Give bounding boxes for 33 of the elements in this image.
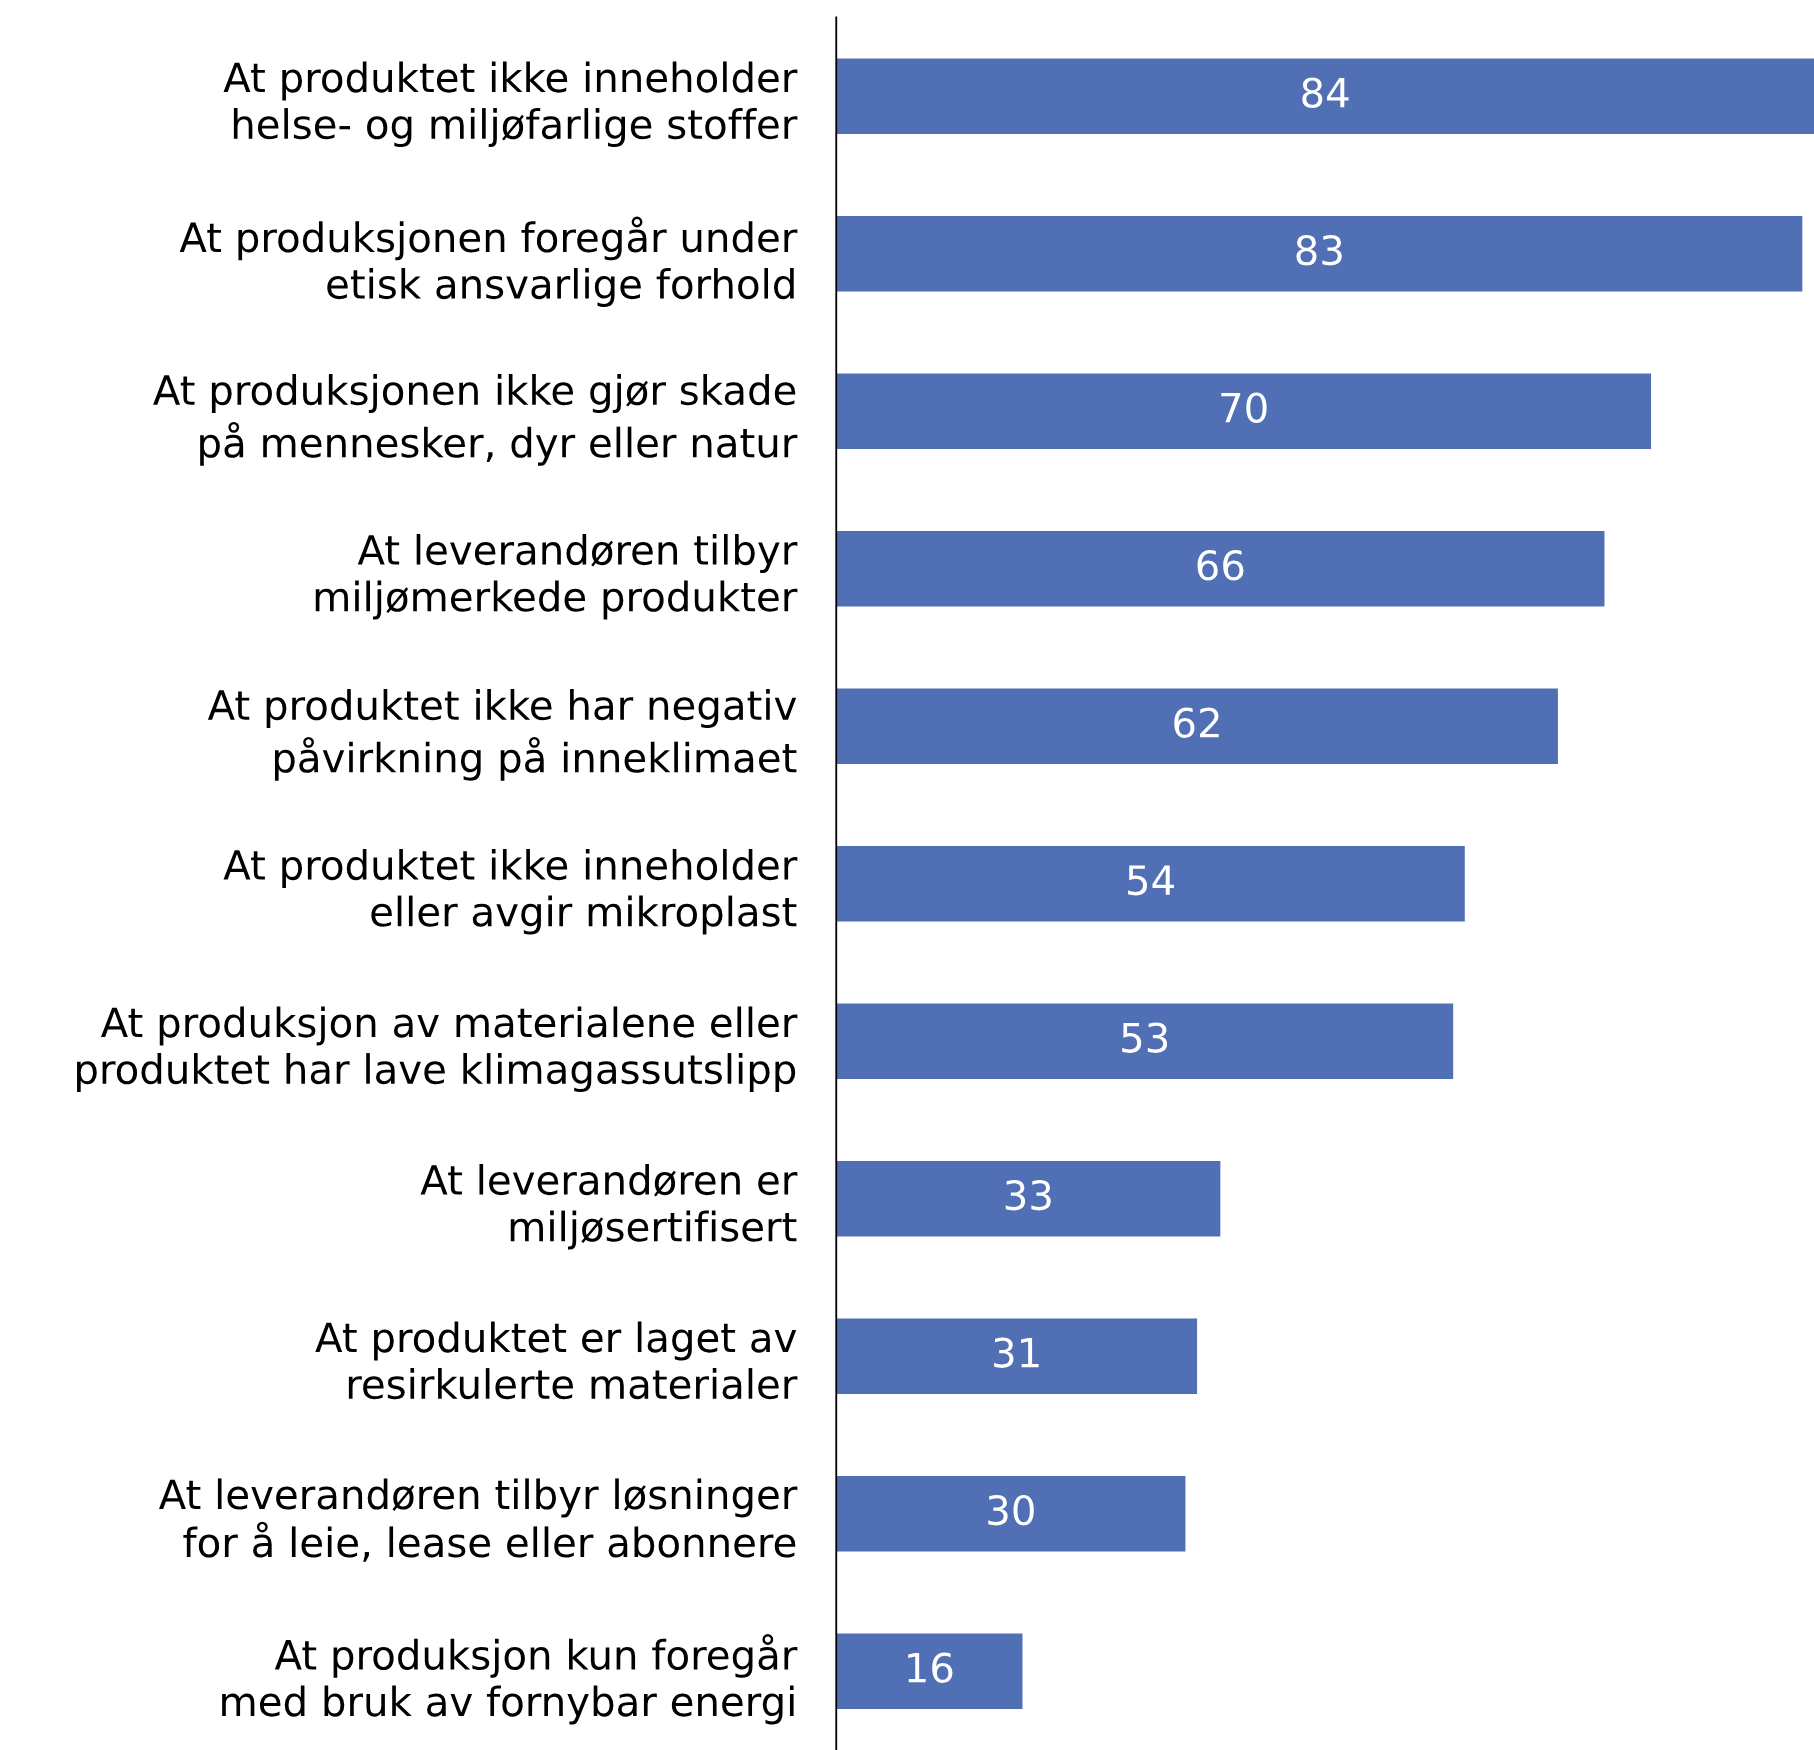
bar: [836, 215, 1803, 292]
data-label: 70: [1221, 392, 1267, 423]
data-label: 30: [988, 1494, 1034, 1526]
data-label: 33: [1005, 1179, 1051, 1211]
bar: [836, 373, 1652, 450]
y-tick-label: At produktet ikke har negativ påvirkning på inneklimaet: [207, 689, 797, 781]
y-tick-label: At produksjon av materialene eller produktet har lave klimagassutslipp: [77, 1006, 798, 1093]
data-label: 31: [994, 1337, 1039, 1368]
bar: [836, 1003, 1454, 1080]
y-tick-label: At produksjonen foregår under etisk ansvarlige forhold: [179, 216, 798, 307]
data-label: 83: [1296, 234, 1342, 266]
data-label: 54: [1128, 865, 1174, 896]
bar: [836, 1475, 1186, 1552]
data-label: 66: [1197, 549, 1244, 581]
y-tick-label: At produktet ikke inneholder helse- og miljøfarlige stoffer: [223, 61, 798, 148]
bar: [836, 845, 1465, 922]
bar: [836, 1160, 1221, 1237]
data-label: 53: [1122, 1022, 1168, 1053]
data-label: 62: [1174, 707, 1219, 738]
y-tick-label: At produksjon kun foregår med bruk av fornybar energi: [222, 1634, 798, 1725]
y-tick-label: At leverandøren tilbyr miljømerkede produkter: [315, 533, 798, 620]
bar: [836, 58, 1814, 135]
y-tick-label: At leverandøren tilbyr løsninger for å leie, lease eller abonnere: [158, 1478, 798, 1562]
bar: [836, 1318, 1198, 1395]
data-label: 16: [908, 1652, 953, 1683]
y-tick-label: At produktet er laget av resirkulerte materialer: [315, 1321, 798, 1400]
y-tick-label: At leverandøren er miljøsertifisert: [420, 1163, 798, 1250]
bar: [836, 1633, 1023, 1710]
bar: [836, 530, 1605, 607]
y-tick-label: At produksjonen ikke gjør skade på mennesker, dyr eller natur: [153, 374, 798, 466]
bar: [836, 688, 1558, 765]
y-tick-label: At produktet ikke inneholder eller avgir mikroplast: [223, 848, 798, 935]
data-label: 84: [1302, 77, 1349, 108]
